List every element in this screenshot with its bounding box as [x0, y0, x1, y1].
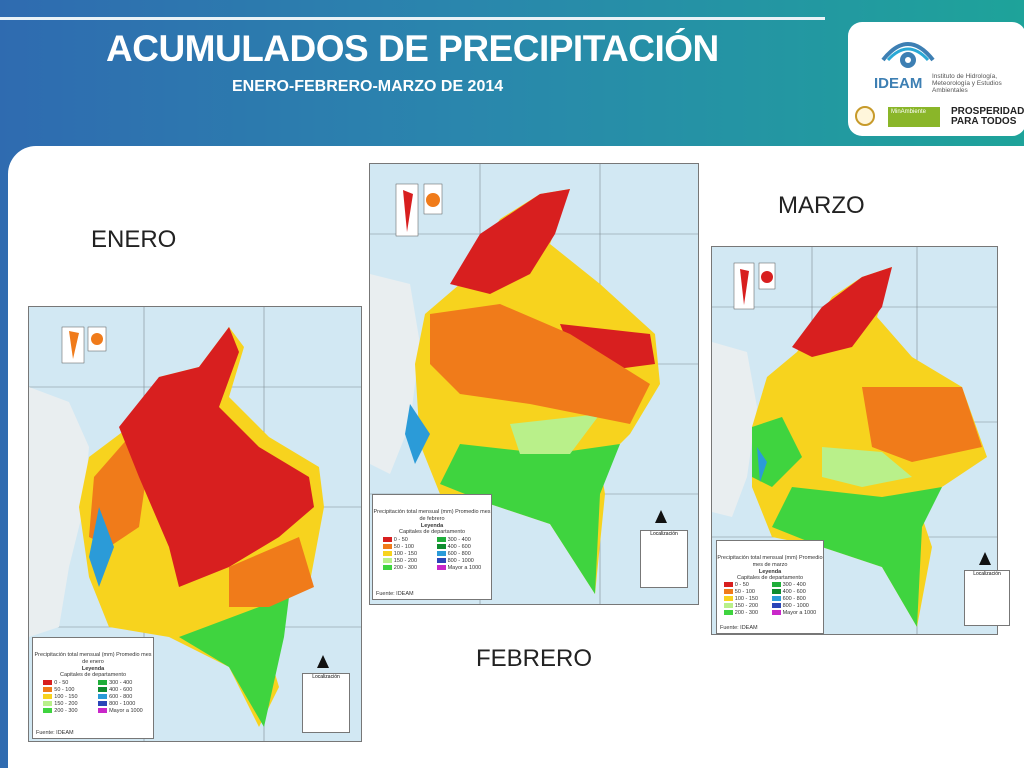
- north-arrow-icon: [979, 552, 991, 565]
- legend-swatch: [43, 708, 53, 714]
- legend-title: Precipitación total mensual (mm) Promedi…: [717, 555, 823, 568]
- legend-swatch: [43, 694, 53, 700]
- legend-source: Fuente: IDEAM: [720, 625, 758, 631]
- legend-swatch: [771, 596, 781, 602]
- page-title: ACUMULADOS DE PRECIPITACIÓN: [106, 28, 719, 69]
- legend-heading: Leyenda: [758, 569, 782, 575]
- legend-swatch: [723, 596, 733, 602]
- legend-swatch: [382, 551, 392, 557]
- legend-swatch: [723, 603, 733, 609]
- legend-swatch: [98, 694, 108, 700]
- location-inset-marzo: Localización: [964, 570, 1010, 626]
- legend-swatch: [382, 544, 392, 550]
- legend-swatch: [98, 708, 108, 714]
- legend-marzo: Precipitación total mensual (mm) Promedi…: [716, 540, 824, 634]
- legend-swatch: [382, 565, 392, 571]
- legend-heading: Leyenda: [420, 523, 444, 529]
- legend-swatch: [43, 701, 53, 707]
- legend-swatch: [98, 701, 108, 707]
- map-enero: [28, 306, 362, 742]
- north-arrow-icon: [317, 655, 329, 668]
- location-inset-febrero: Localización: [640, 530, 688, 588]
- legend-swatch: [771, 582, 781, 588]
- ideam-logo-name: IDEAM: [874, 75, 923, 92]
- legend-title: Precipitación total mensual (mm) Promedi…: [34, 652, 152, 665]
- legend-swatch: [723, 610, 733, 616]
- north-arrow-icon: [655, 510, 667, 523]
- legend-capitals: Capitales de departamento: [59, 672, 127, 678]
- slogan-text: PROSPERIDAD PARA TODOS: [951, 106, 1024, 127]
- ideam-logo-subtitle: Instituto de Hidrología, Meteorología y …: [932, 73, 1002, 94]
- legend-enero: Precipitación total mensual (mm) Promedi…: [32, 637, 154, 739]
- legend-capitals: Capitales de departamento: [398, 529, 466, 535]
- map-marzo-graphic: [712, 247, 997, 634]
- legend-swatch: [43, 687, 53, 693]
- legend-title: Precipitación total mensual (mm) Promedi…: [373, 509, 491, 522]
- legend-source: Fuente: IDEAM: [376, 591, 414, 597]
- legend-swatch: [436, 551, 446, 557]
- location-inset-enero: Localización: [302, 673, 350, 733]
- ideam-eye-icon: [881, 42, 935, 68]
- month-label-enero: ENERO: [91, 226, 177, 253]
- legend-swatch: [382, 558, 392, 564]
- legend-swatch: [382, 537, 392, 543]
- month-label-marzo: MARZO: [778, 192, 865, 219]
- page-subtitle: ENERO-FEBRERO-MARZO DE 2014: [232, 78, 504, 95]
- legend-swatch: [43, 680, 53, 686]
- legend-swatch: [771, 610, 781, 616]
- legend-swatch: [98, 687, 108, 693]
- legend-swatch: [436, 558, 446, 564]
- map-febrero-graphic: [370, 164, 698, 604]
- legend-swatch: [436, 537, 446, 543]
- month-label-febrero: FEBRERO: [476, 645, 593, 672]
- ministry-badge: MinAmbiente: [888, 107, 940, 127]
- colombia-seal-icon: [855, 106, 875, 126]
- map-enero-graphic: [29, 307, 361, 741]
- legend-swatch: [436, 544, 446, 550]
- legend-swatch: [98, 680, 108, 686]
- header-rule: [0, 17, 825, 20]
- legend-heading: Leyenda: [81, 666, 105, 672]
- legend-swatch: [436, 565, 446, 571]
- legend-swatch: [723, 589, 733, 595]
- legend-febrero: Precipitación total mensual (mm) Promedi…: [372, 494, 492, 600]
- legend-source: Fuente: IDEAM: [36, 730, 74, 736]
- legend-swatch: [771, 589, 781, 595]
- legend-swatch: [723, 582, 733, 588]
- legend-capitals: Capitales de departamento: [736, 575, 804, 581]
- legend-swatch: [771, 603, 781, 609]
